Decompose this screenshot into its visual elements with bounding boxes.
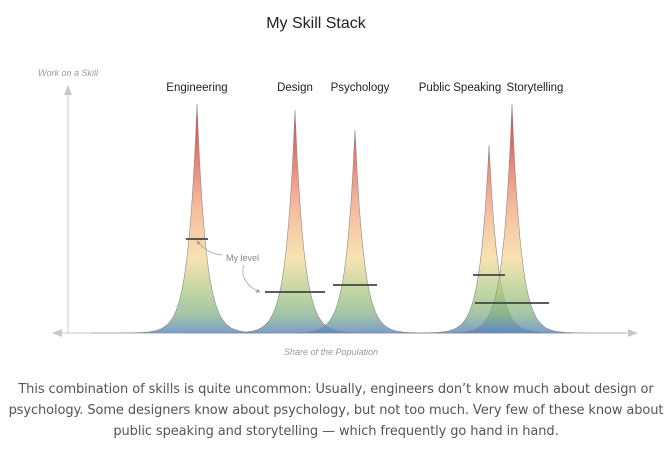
level-markers	[186, 238, 549, 304]
skill-peaks	[90, 103, 625, 334]
peak-public-speaking	[395, 144, 570, 334]
diagram-title: My Skill Stack	[266, 15, 367, 32]
peak-storytelling	[405, 103, 625, 334]
skill-stack-diagram: My Skill Stack Work on a Skill Share of …	[38, 15, 638, 357]
y-axis-arrow-icon	[64, 85, 72, 95]
annotation-arrow-to-engineering	[196, 240, 223, 256]
peak-psychology	[225, 129, 500, 334]
skill-label-storytelling: Storytelling	[507, 82, 564, 94]
peak-design	[185, 109, 430, 334]
skill-label-psychology: Psychology	[331, 82, 390, 94]
skill-label-engineering: Engineering	[166, 82, 227, 94]
x-axis-left-arrow-icon	[52, 329, 62, 337]
my-level-annotation: My level	[226, 253, 259, 263]
skill-label-public-speaking: Public Speaking	[419, 82, 501, 94]
annotation-arrow-to-design	[242, 264, 261, 293]
x-axis-right-arrow-icon	[628, 329, 638, 337]
y-axis-label: Work on a Skill	[38, 68, 99, 78]
skill-label-design: Design	[277, 82, 313, 94]
peak-engineering	[90, 103, 305, 334]
caption-text: This combination of skills is quite unco…	[8, 382, 664, 439]
x-axis-label: Share of the Population	[284, 347, 378, 357]
